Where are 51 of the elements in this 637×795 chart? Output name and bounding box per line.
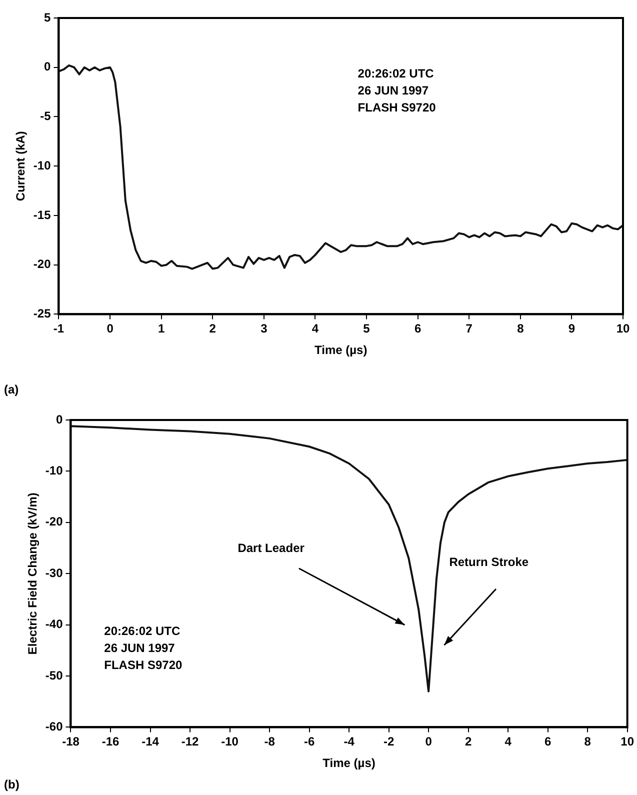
x-axis-title: Time (µs) — [314, 343, 368, 358]
x-tick-label: 3 — [260, 322, 268, 336]
y-tick-label: -40 — [45, 617, 64, 632]
y-tick-label: -15 — [33, 208, 52, 222]
x-tick-label: 10 — [620, 734, 634, 749]
y-axis-title: Electric Field Change (kV/m) — [26, 492, 40, 655]
y-tick-label: -60 — [45, 720, 64, 734]
x-tick-label: 2 — [209, 322, 216, 336]
y-tick-label: -10 — [33, 158, 52, 172]
y-tick-label: -20 — [33, 257, 52, 272]
x-tick-label: 8 — [584, 734, 592, 749]
x-tick-label: 10 — [616, 322, 630, 336]
x-tick-label: 8 — [517, 322, 524, 336]
y-tick-label: -10 — [45, 464, 64, 478]
annotation: 20:26:02 UTC 26 JUN 1997 FLASH S9720 — [358, 66, 436, 115]
x-tick-label: -6 — [304, 734, 315, 749]
annotation: Dart Leader — [238, 541, 305, 556]
x-tick-label: -18 — [62, 734, 80, 749]
x-tick-label: -10 — [221, 734, 239, 749]
text: (a) — [4, 382, 19, 396]
y-tick-label: -25 — [33, 306, 52, 321]
x-tick-label: 0 — [106, 322, 114, 336]
text: (b) — [4, 777, 20, 792]
x-tick-label: 1 — [158, 322, 165, 336]
x-tick-label: 6 — [544, 734, 552, 749]
y-axis-title: Current (kA) — [14, 131, 28, 202]
y-tick-label: -20 — [45, 514, 64, 529]
x-tick-label: -14 — [142, 734, 160, 749]
x-tick-label: 6 — [414, 322, 422, 336]
x-tick-label: -1 — [53, 322, 64, 336]
y-tick-label: -5 — [40, 109, 52, 124]
x-tick-label: 2 — [464, 734, 472, 749]
x-tick-label: 5 — [363, 322, 370, 336]
annotation: 20:26:02 UTC 26 JUN 1997 FLASH S9720 — [104, 624, 182, 672]
y-tick-label: 0 — [44, 60, 52, 74]
x-tick-label: -8 — [264, 734, 276, 749]
x-tick-label: -2 — [383, 734, 394, 749]
x-tick-label: 7 — [466, 322, 473, 336]
y-tick-label: 0 — [56, 412, 64, 426]
annotation: Return Stroke — [449, 555, 529, 570]
x-tick-label: 4 — [312, 322, 319, 336]
y-tick-label: -50 — [45, 668, 64, 682]
x-tick-label: -16 — [102, 734, 120, 749]
x-tick-label: -4 — [344, 734, 355, 749]
x-tick-label: 9 — [568, 322, 576, 336]
x-tick-label: 4 — [504, 734, 512, 749]
y-tick-label: 5 — [44, 10, 52, 24]
x-axis-title: Time (µs) — [322, 756, 376, 770]
y-tick-label: -30 — [45, 566, 64, 580]
x-tick-label: -12 — [181, 734, 200, 749]
x-tick-label: 0 — [425, 734, 432, 749]
